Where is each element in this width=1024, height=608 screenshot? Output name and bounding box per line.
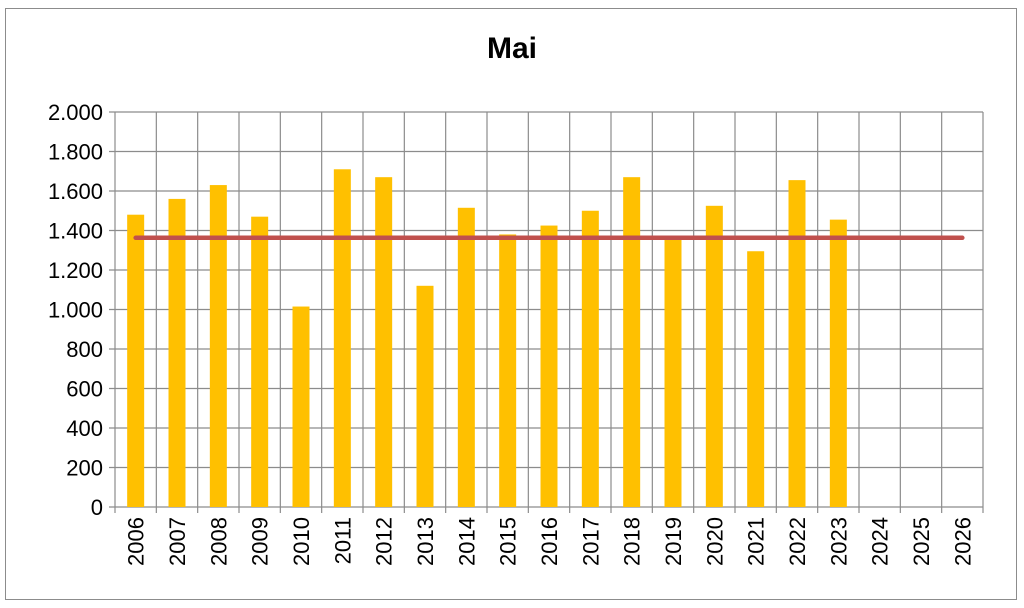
x-tick-label: 2011: [330, 517, 355, 564]
bar: [209, 185, 227, 507]
bar: [581, 210, 599, 507]
y-tick-label: 1.400: [48, 219, 103, 244]
bar: [788, 180, 806, 507]
bar: [540, 225, 558, 507]
y-tick-label: 800: [66, 337, 103, 362]
x-tick-label: 2014: [454, 517, 479, 566]
x-tick-label: 2025: [909, 517, 934, 566]
bar: [127, 214, 145, 507]
y-tick-label: 200: [66, 456, 103, 481]
x-tick-label: 2020: [702, 517, 727, 566]
x-tick-label: 2016: [537, 517, 562, 566]
x-tick-label: 2022: [785, 517, 810, 566]
axis-layer: 0 200 400 600 800 1.000 1.200 1.400 1.600 1.800 2.…: [48, 100, 975, 566]
x-tick-label: 2015: [496, 517, 521, 566]
x-tick-label: 2013: [413, 517, 438, 566]
x-tick-label: 2010: [289, 517, 314, 566]
y-tick-label: 1.800: [48, 140, 103, 165]
y-tick-label: 1.000: [48, 298, 103, 323]
bar: [829, 219, 847, 507]
x-tick-label: 2026: [950, 517, 975, 566]
y-tick-label: 0: [91, 495, 103, 520]
x-tick-label: 2008: [206, 517, 231, 566]
x-tick-label: 2009: [248, 517, 273, 566]
x-tick-label: 2007: [165, 517, 190, 566]
y-tick-label: 600: [66, 377, 103, 402]
bar: [333, 169, 351, 507]
x-tick-label: 2012: [372, 517, 397, 566]
chart-title: Mai: [486, 32, 537, 65]
x-tick-label: 2019: [661, 517, 686, 566]
bar: [416, 285, 434, 507]
bar: [705, 205, 723, 507]
x-tick-label: 2018: [620, 517, 645, 566]
y-tick-label: 400: [66, 416, 103, 441]
x-tick-label: 2024: [868, 517, 893, 566]
x-tick-label: 2023: [826, 517, 851, 566]
y-tick-label: 1.600: [48, 179, 103, 204]
y-tick-label: 1.200: [48, 258, 103, 283]
y-tick-label: 2.000: [48, 100, 103, 125]
bar: [747, 251, 765, 507]
x-tick-label: 2006: [124, 517, 149, 566]
bar: [168, 198, 186, 507]
bar: [457, 207, 475, 507]
bar: [251, 216, 269, 508]
bar: [499, 234, 517, 507]
bar: [664, 238, 682, 507]
x-tick-label: 2017: [578, 517, 603, 566]
x-tick-label: 2021: [744, 517, 769, 566]
bar: [292, 306, 310, 507]
bar: [375, 177, 393, 508]
bar: [623, 177, 641, 508]
bars-layer: [127, 169, 847, 508]
